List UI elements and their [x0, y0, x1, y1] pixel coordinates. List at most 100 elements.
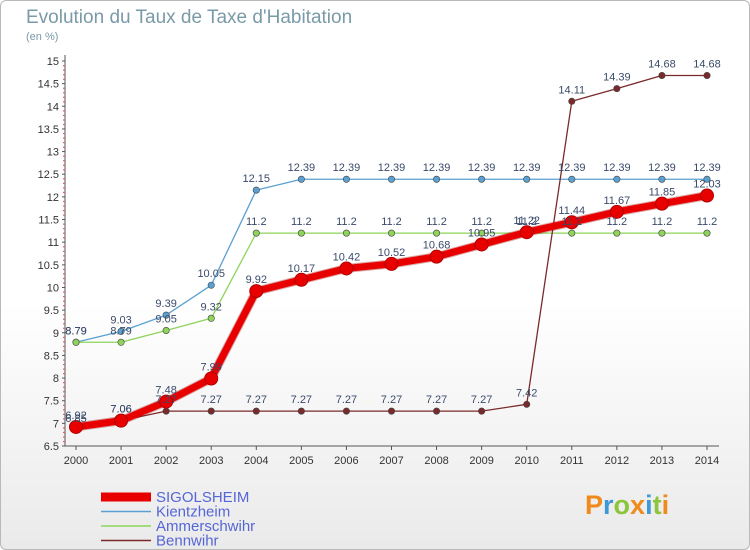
data-point [342, 229, 350, 237]
y-minor-tick [63, 160, 65, 162]
y-tick-label: 8 [53, 373, 59, 385]
series-layer [69, 71, 714, 434]
data-point [204, 371, 219, 386]
data-point [474, 237, 489, 252]
data-label: 11.2 [516, 216, 537, 228]
logo-letter: i [661, 490, 670, 520]
y-minor-tick [63, 282, 65, 284]
data-point [478, 229, 486, 237]
y-minor-tick [63, 350, 65, 352]
data-point [69, 419, 83, 434]
data-point [703, 229, 711, 237]
y-minor-tick [63, 209, 65, 212]
x-tick-label: 2011 [560, 455, 584, 467]
y-minor-tick [63, 182, 65, 184]
y-minor-tick [63, 237, 65, 239]
x-tick-label: 2006 [334, 455, 358, 467]
data-label: 10.95 [468, 227, 496, 239]
data-point [72, 338, 80, 346]
data-label: 10.42 [333, 251, 361, 263]
data-label: 11.85 [649, 187, 676, 199]
y-minor-tick [63, 273, 65, 275]
y-minor-tick [63, 155, 65, 157]
data-label: 9.32 [201, 301, 222, 313]
y-minor-tick [63, 395, 65, 397]
y-minor-tick [63, 119, 65, 121]
data-point [613, 229, 621, 237]
y-tick-label: 12 [47, 192, 59, 204]
y-tick-label: 12.5 [38, 169, 59, 181]
data-label: 11.22 [513, 215, 540, 227]
y-minor-tick [63, 386, 65, 388]
y-tick-label: 10 [47, 282, 59, 294]
data-point [297, 407, 305, 415]
data-label: 10.52 [378, 247, 406, 259]
data-label: 7.27 [291, 394, 312, 406]
data-point [387, 175, 395, 183]
data-label: 7.06 [110, 404, 131, 416]
y-minor-tick [63, 214, 65, 216]
data-label: 14.68 [648, 58, 676, 70]
data-point [523, 400, 531, 408]
data-label: 11.2 [291, 216, 312, 228]
data-label: 7.27 [426, 394, 447, 406]
legend-label: Kientzheim [156, 504, 230, 521]
y-tick-label: 13 [47, 147, 59, 159]
y-minor-tick [63, 164, 65, 166]
y-minor-tick [63, 327, 65, 329]
x-tick-label: 2014 [695, 455, 719, 467]
data-label: 6.92 [65, 410, 86, 422]
data-label: 12.39 [333, 162, 361, 174]
data-point [478, 407, 486, 415]
y-tick-label: 7 [53, 418, 59, 430]
y-minor-tick [63, 413, 65, 415]
data-point [117, 327, 125, 335]
y-minor-tick [63, 65, 65, 67]
y-minor-tick [63, 268, 65, 271]
y-minor-tick [63, 223, 65, 225]
y-minor-tick [63, 391, 65, 393]
data-label: 10.05 [197, 268, 225, 280]
data-point [207, 314, 215, 322]
data-label: 7.27 [246, 394, 267, 406]
y-minor-tick [63, 92, 65, 94]
y-minor-tick [63, 132, 65, 135]
y-minor-tick [63, 96, 65, 98]
data-label: 8.79 [65, 325, 86, 337]
axes: 6.5 7 7.5 8 8.5 9 9.5 10 10.5 11 11.5 12 12.5 13 13.5 1… [38, 55, 719, 467]
data-label: 7.27 [336, 394, 357, 406]
data-label: 11.67 [603, 195, 630, 207]
data-label: 11.2 [426, 216, 447, 228]
y-minor-tick [63, 110, 65, 112]
data-point [342, 175, 350, 183]
y-minor-tick [63, 74, 65, 76]
y-tick-label: 7.5 [44, 396, 59, 408]
data-point [568, 229, 576, 237]
y-tick-label: 6.5 [44, 441, 59, 453]
data-point [613, 175, 621, 183]
y-minor-tick [63, 341, 65, 343]
x-tick-label: 2012 [605, 455, 629, 467]
data-label: 12.03 [693, 179, 721, 191]
x-tick-label: 2013 [650, 455, 674, 467]
data-point [654, 196, 669, 211]
data-point [519, 225, 534, 240]
data-label: 7.27 [471, 394, 492, 406]
data-point [384, 256, 399, 271]
y-minor-tick [63, 123, 65, 126]
data-label: 12.39 [288, 162, 316, 174]
y-minor-tick [63, 187, 65, 189]
data-label: 12.39 [513, 162, 541, 174]
y-minor-tick [63, 431, 65, 434]
data-point [433, 175, 441, 183]
data-label: 8.79 [65, 325, 86, 337]
y-minor-tick [63, 228, 65, 230]
y-minor-tick [63, 409, 65, 411]
logo-letter: t [652, 490, 662, 520]
y-tick-label: 11 [48, 237, 59, 249]
x-tick-label: 2000 [64, 455, 88, 467]
y-tick-label: 14.5 [38, 79, 59, 91]
data-label: 9.92 [246, 274, 267, 286]
